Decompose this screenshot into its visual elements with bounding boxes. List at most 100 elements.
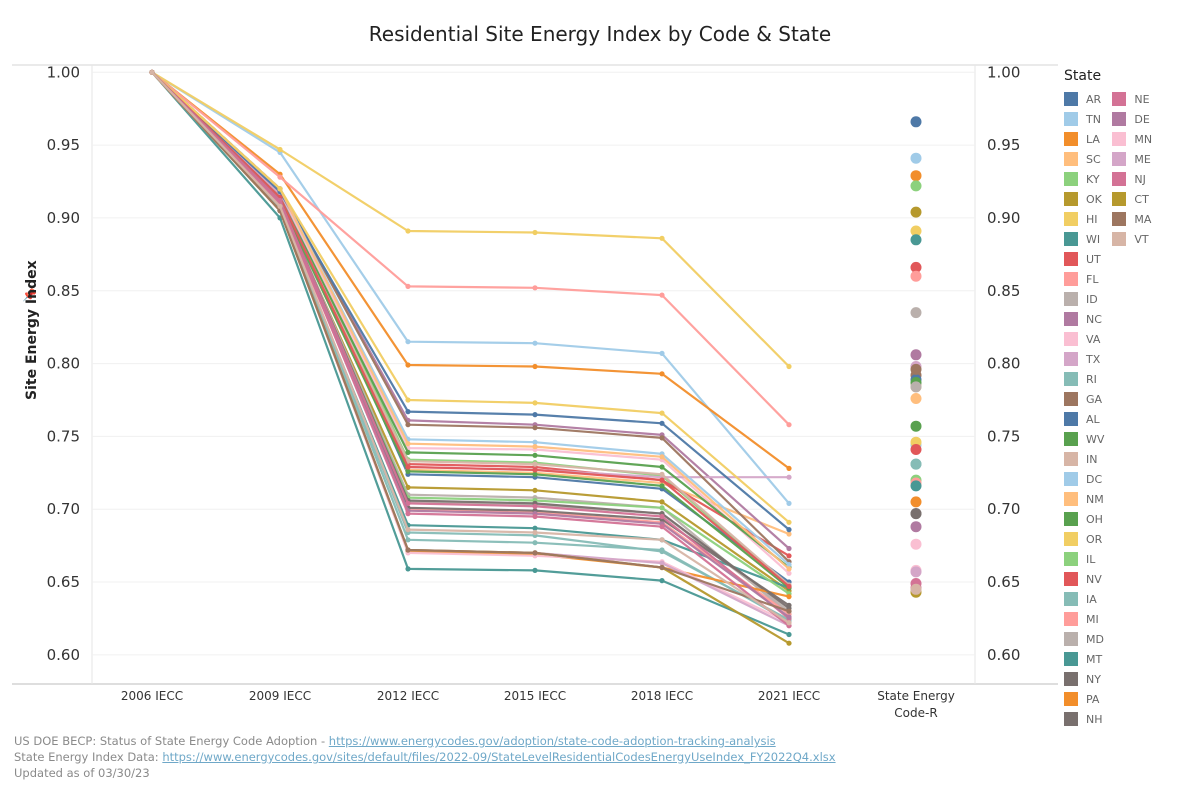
data-point-GA[interactable] — [659, 435, 665, 441]
legend-item-ME[interactable]: ME — [1112, 149, 1152, 169]
data-point-IN[interactable] — [532, 461, 538, 467]
data-point-LA[interactable] — [532, 363, 538, 370]
state-code-point-SC[interactable] — [910, 393, 922, 404]
data-point-VT[interactable] — [532, 529, 538, 536]
legend-item-ID[interactable]: ID — [1064, 289, 1104, 309]
data-point-FL[interactable] — [277, 174, 283, 180]
legend-item-VA[interactable]: VA — [1064, 329, 1104, 349]
data-point-NM[interactable] — [659, 454, 665, 460]
pin-icon[interactable]: 📌 — [22, 288, 37, 302]
data-point-NM[interactable] — [786, 566, 792, 572]
legend-item-TN[interactable]: TN — [1064, 109, 1104, 129]
series-line-NE[interactable] — [151, 71, 790, 620]
data-point-UT[interactable] — [786, 553, 792, 559]
state-code-point-ME[interactable] — [910, 566, 922, 578]
data-point-OK[interactable] — [405, 484, 411, 490]
data-point-LA[interactable] — [786, 465, 792, 471]
data-point-WV[interactable] — [659, 464, 665, 470]
legend-item-IL[interactable]: IL — [1064, 549, 1104, 569]
state-code-point-UT[interactable] — [910, 261, 922, 273]
series-line-OR[interactable] — [151, 71, 790, 524]
data-point-VT[interactable] — [149, 69, 155, 75]
legend-item-LA[interactable]: LA — [1064, 129, 1104, 149]
data-point-VT[interactable] — [277, 203, 283, 209]
data-point-NE[interactable] — [405, 500, 411, 506]
state-code-point-KY[interactable] — [910, 180, 922, 192]
legend-item-MI[interactable]: MI — [1064, 609, 1104, 629]
series-line-NV[interactable] — [151, 71, 790, 588]
data-point-WV[interactable] — [405, 449, 411, 455]
legend-item-NJ[interactable]: NJ — [1112, 169, 1152, 189]
data-point-TN[interactable] — [532, 340, 538, 346]
series-line-FL[interactable] — [151, 71, 790, 426]
data-point-DC[interactable] — [532, 439, 538, 445]
state-code-point-ID[interactable] — [910, 307, 922, 319]
data-point-MA[interactable] — [659, 564, 665, 571]
series-line-VT[interactable] — [151, 71, 790, 624]
legend-item-IN[interactable]: IN — [1064, 449, 1104, 469]
state-code-point-TN[interactable] — [910, 152, 922, 164]
legend-item-AL[interactable]: AL — [1064, 409, 1104, 429]
data-point-MA[interactable] — [532, 550, 538, 556]
data-point-NV[interactable] — [405, 464, 411, 470]
data-point-HI[interactable] — [277, 146, 283, 153]
data-point-VA[interactable] — [786, 570, 792, 576]
data-point-OR[interactable] — [277, 186, 283, 192]
data-point-IN[interactable] — [659, 471, 665, 477]
legend-item-RI[interactable]: RI — [1064, 369, 1104, 389]
series-line-NH[interactable] — [151, 71, 790, 607]
legend-item-NH[interactable]: NH — [1064, 709, 1104, 729]
data-point-TX[interactable] — [786, 474, 792, 480]
data-point-OH[interactable] — [405, 468, 411, 474]
data-point-NV[interactable] — [786, 583, 792, 590]
state-code-point-VA[interactable] — [910, 538, 922, 550]
data-point-IA[interactable] — [405, 537, 411, 543]
state-code-point-LA[interactable] — [910, 170, 922, 182]
series-line-LA[interactable] — [151, 71, 790, 470]
data-point-MT[interactable] — [532, 567, 538, 574]
data-point-VT[interactable] — [659, 537, 665, 543]
legend-item-OK[interactable]: OK — [1064, 189, 1104, 209]
data-point-CT[interactable] — [786, 640, 792, 646]
legend-item-WV[interactable]: WV — [1064, 429, 1104, 449]
legend-item-OH[interactable]: OH — [1064, 509, 1104, 529]
state-code-point-PA[interactable] — [910, 496, 922, 508]
data-point-MA[interactable] — [786, 608, 792, 614]
legend-item-IA[interactable]: IA — [1064, 589, 1104, 609]
data-point-OR[interactable] — [405, 397, 411, 403]
data-point-NH[interactable] — [786, 602, 792, 609]
data-point-HI[interactable] — [786, 363, 792, 370]
state-code-point-MA[interactable] — [910, 363, 922, 375]
data-point-NJ[interactable] — [405, 510, 411, 517]
data-point-FL[interactable] — [786, 422, 792, 428]
legend-item-MA[interactable]: MA — [1112, 209, 1152, 229]
data-point-OR[interactable] — [532, 400, 538, 406]
legend-item-NM[interactable]: NM — [1064, 489, 1104, 509]
data-point-NE[interactable] — [532, 503, 538, 509]
series-line-HI[interactable] — [151, 71, 790, 368]
data-point-FL[interactable] — [659, 292, 665, 298]
state-code-point-IA[interactable] — [910, 458, 922, 470]
data-point-LA[interactable] — [659, 371, 665, 377]
data-point-HI[interactable] — [405, 228, 411, 234]
data-point-HI[interactable] — [659, 235, 665, 241]
data-point-MT[interactable] — [405, 566, 411, 572]
data-point-IA[interactable] — [659, 547, 665, 553]
legend-item-TX[interactable]: TX — [1064, 349, 1104, 369]
state-code-point-NV[interactable] — [910, 444, 922, 455]
data-point-MT[interactable] — [786, 631, 792, 638]
data-point-NM[interactable] — [532, 444, 538, 450]
legend-item-HI[interactable]: HI — [1064, 209, 1104, 229]
legend-item-DE[interactable]: DE — [1112, 109, 1152, 129]
state-code-point-WI[interactable] — [910, 234, 922, 246]
legend-item-SC[interactable]: SC — [1064, 149, 1104, 169]
legend-item-AR[interactable]: AR — [1064, 89, 1104, 109]
legend-item-NE[interactable]: NE — [1112, 89, 1152, 109]
data-point-TN[interactable] — [405, 339, 411, 345]
data-point-TN[interactable] — [786, 500, 792, 506]
series-line-AL[interactable] — [151, 71, 790, 531]
legend-item-CT[interactable]: CT — [1112, 189, 1152, 209]
data-point-FL[interactable] — [532, 285, 538, 291]
legend-item-GA[interactable]: GA — [1064, 389, 1104, 409]
state-code-point-MT[interactable] — [910, 480, 922, 492]
